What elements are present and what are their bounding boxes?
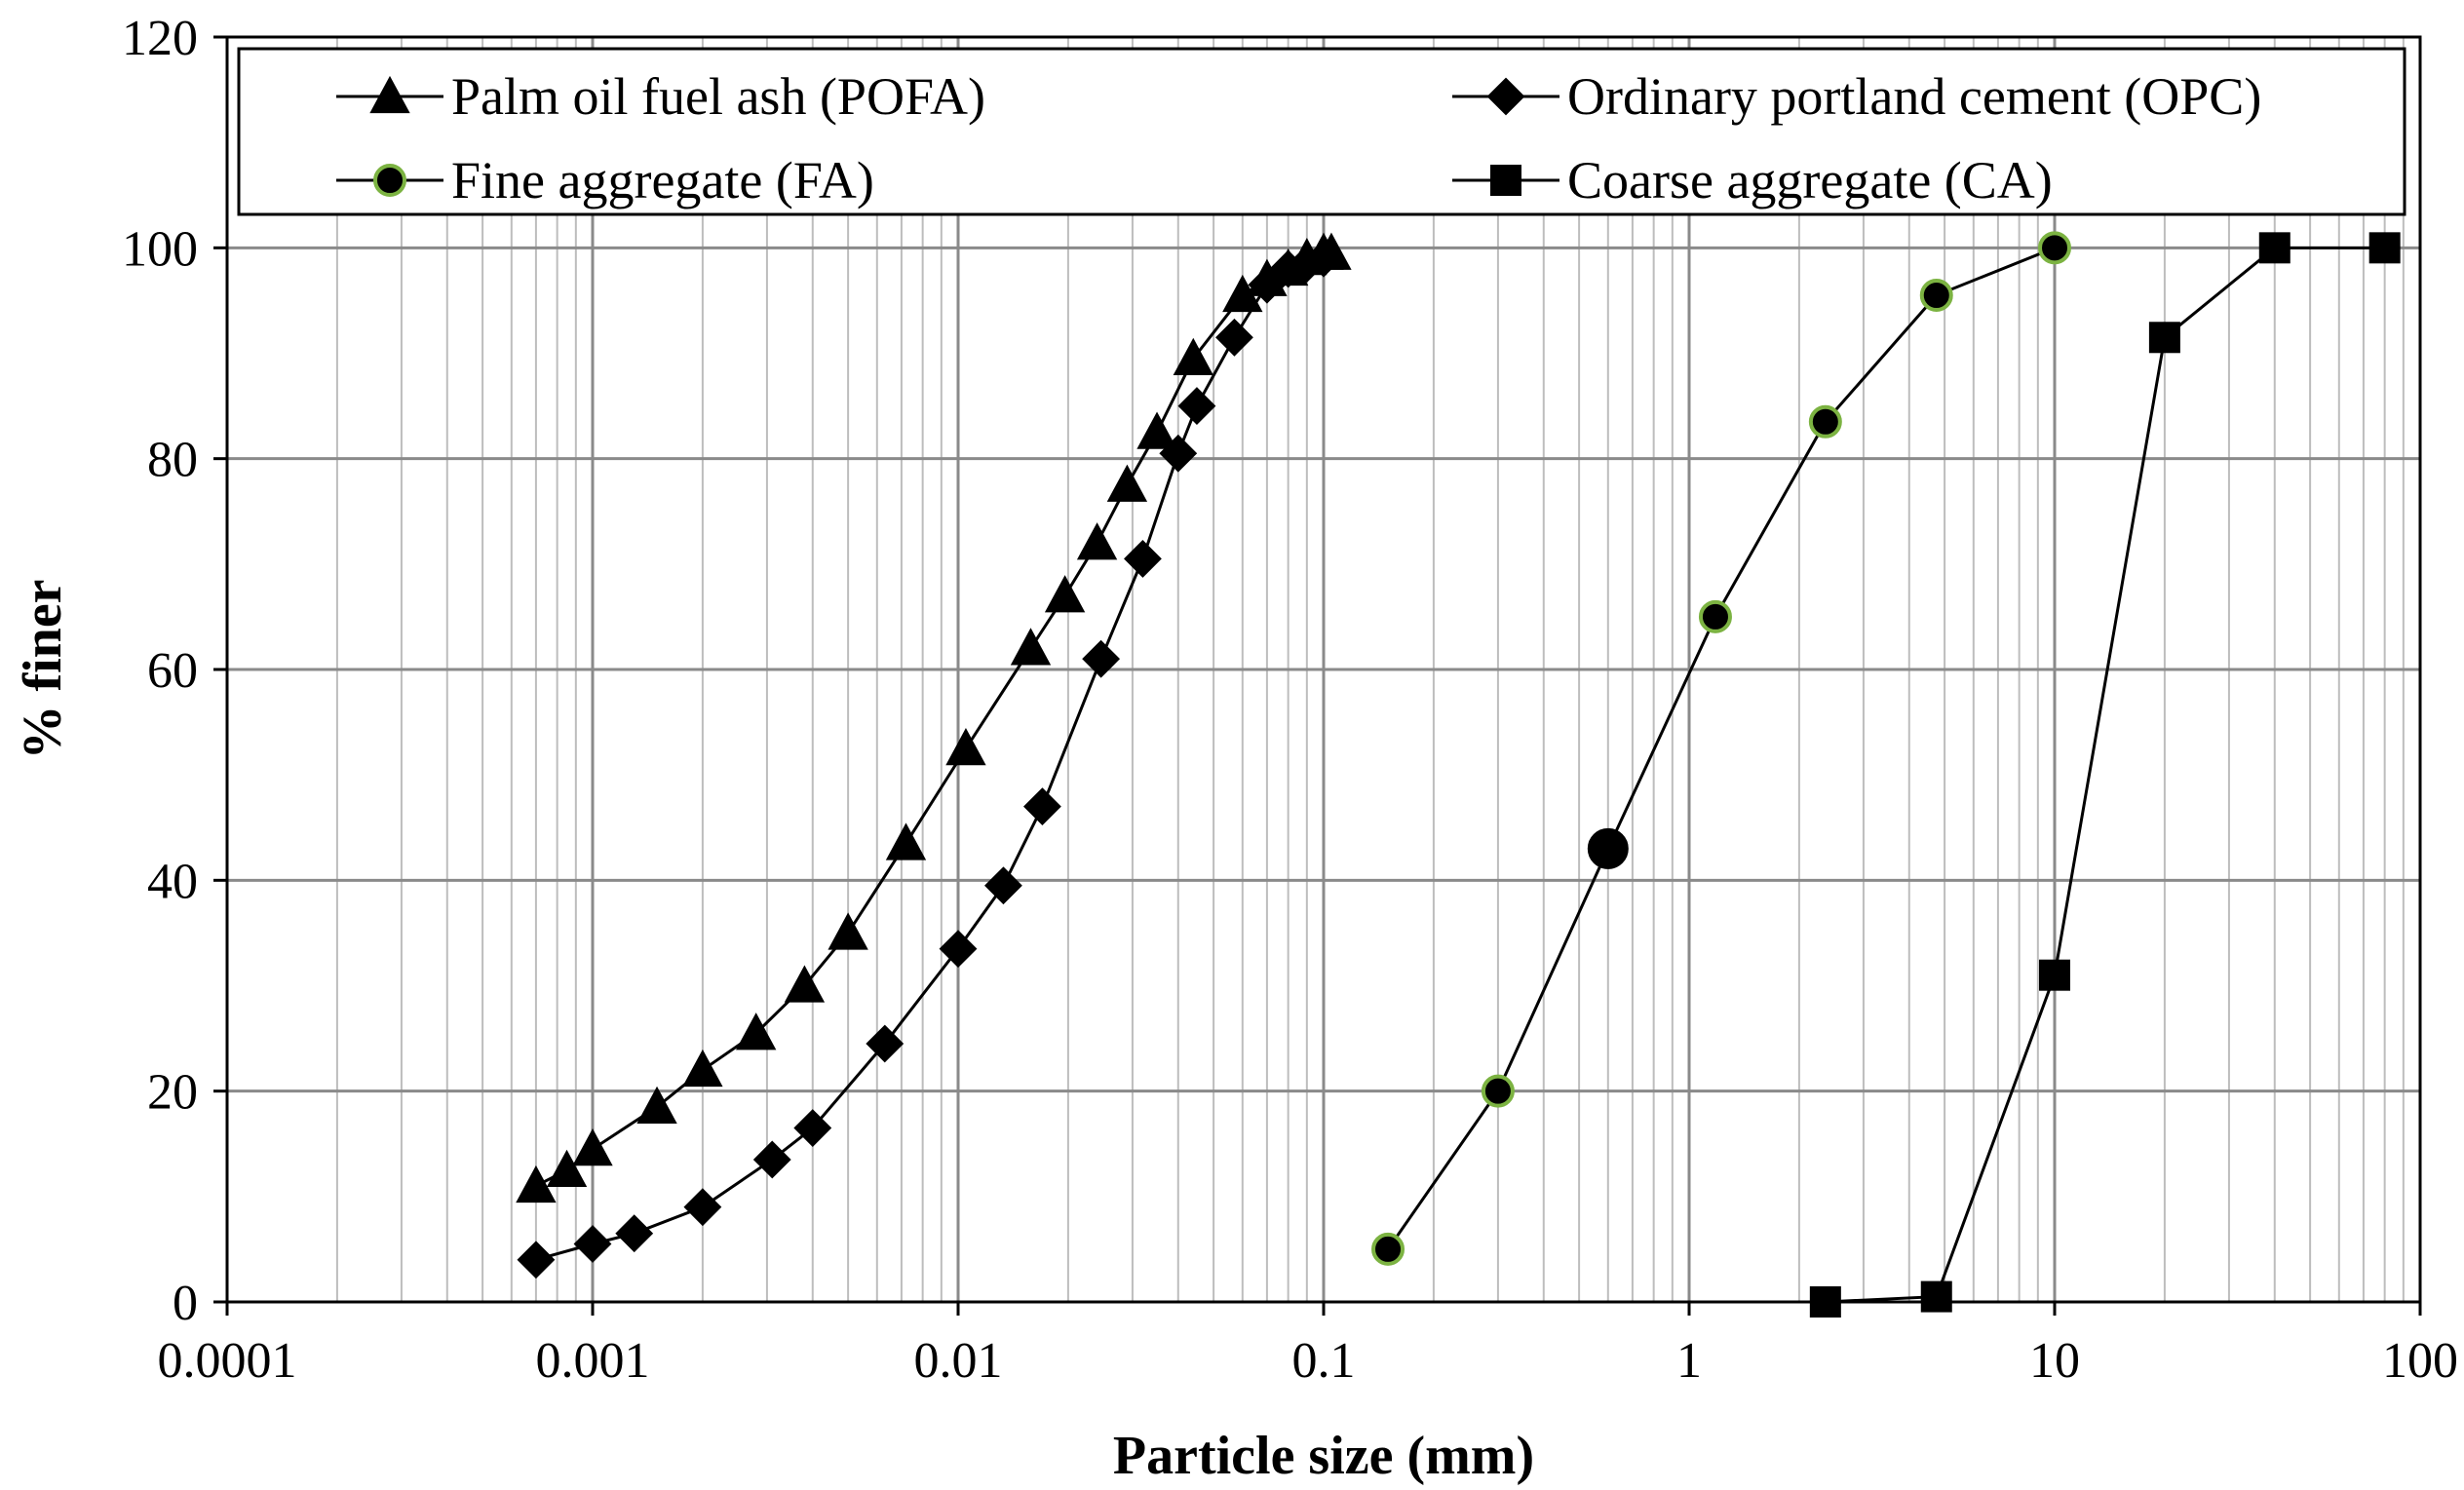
- legend-label: Palm oil fuel ash (POFA): [451, 67, 985, 126]
- data-point: [793, 1109, 832, 1147]
- y-tick-label: 100: [122, 221, 198, 277]
- data-point: [615, 1214, 654, 1253]
- data-point: [752, 1140, 791, 1179]
- legend-item-1: Ordinary portland cement (OPC): [1452, 67, 2261, 126]
- x-tick-label: 0.01: [914, 1333, 1003, 1389]
- y-tick-label: 20: [147, 1065, 198, 1121]
- data-point: [1177, 387, 1216, 425]
- series-line: [1825, 246, 2385, 1304]
- data-point: [1173, 337, 1213, 376]
- data-point: [1919, 279, 1953, 313]
- legend-marker: [1490, 165, 1521, 196]
- legend-marker: [373, 164, 406, 197]
- data-point: [1809, 1286, 1841, 1318]
- legend-item-2: Fine aggregate (FA): [336, 151, 874, 210]
- legend-box: [237, 47, 2406, 216]
- series-0: [516, 232, 1352, 1203]
- data-point: [1481, 1074, 1515, 1108]
- data-point: [1920, 1280, 1952, 1313]
- axes: 0.0001 0.001 0.01 0.1 1 10 100 0 20 40 60 80 100 120: [122, 11, 2458, 1389]
- legend-label: Fine aggregate (FA): [451, 151, 874, 210]
- data-point: [1215, 318, 1253, 357]
- data-point: [1159, 434, 1198, 473]
- series-group: [516, 231, 2401, 1318]
- data-point: [828, 912, 868, 950]
- data-point: [1010, 628, 1052, 666]
- x-tick-label: 0.1: [1292, 1333, 1356, 1389]
- data-point: [516, 1165, 557, 1203]
- data-point: [2368, 232, 2401, 264]
- x-tick-label: 10: [2029, 1333, 2080, 1389]
- data-point: [1304, 239, 1343, 278]
- data-point: [1076, 522, 1118, 560]
- data-point: [683, 1188, 722, 1227]
- data-point: [546, 1149, 588, 1187]
- data-point: [573, 1225, 612, 1263]
- data-point: [945, 728, 986, 766]
- y-tick-label: 0: [173, 1276, 198, 1331]
- data-point: [2258, 232, 2291, 264]
- data-point: [2039, 959, 2070, 991]
- legend-marker: [369, 75, 410, 114]
- y-tick-label: 80: [147, 433, 198, 488]
- series-3: [1809, 232, 2401, 1318]
- y-tick-label: 60: [147, 643, 198, 699]
- data-point: [1023, 787, 1061, 826]
- legend-label: Ordinary portland cement (OPC): [1567, 67, 2261, 126]
- series-line: [535, 251, 1331, 1188]
- data-point: [984, 866, 1022, 905]
- legend-item-0: Palm oil fuel ash (POFA): [336, 67, 985, 126]
- data-point: [784, 965, 826, 1003]
- data-point: [1044, 575, 1086, 613]
- series-1: [517, 239, 1343, 1280]
- data-point: [885, 822, 927, 860]
- x-tick-label: 100: [2382, 1333, 2458, 1389]
- data-point: [939, 930, 978, 969]
- data-point: [1371, 1232, 1405, 1266]
- x-tick-label: 1: [1676, 1333, 1702, 1389]
- data-point: [636, 1086, 677, 1125]
- y-tick-label: 40: [147, 854, 198, 909]
- data-point: [517, 1241, 556, 1280]
- data-point: [682, 1049, 723, 1088]
- data-point: [736, 1012, 777, 1051]
- data-point: [1136, 411, 1177, 449]
- data-point: [1587, 827, 1629, 869]
- legend-items: Palm oil fuel ash (POFA) Ordinary portlan…: [336, 67, 2261, 210]
- x-tick-label: 0.0001: [158, 1333, 297, 1389]
- data-point: [1082, 639, 1121, 678]
- legend: Palm oil fuel ash (POFA) Ordinary portlan…: [237, 47, 2406, 216]
- data-point: [1248, 265, 1287, 304]
- legend-item-3: Coarse aggregate (CA): [1452, 151, 2053, 210]
- x-tick-label: 0.001: [536, 1333, 650, 1389]
- series-2: [1371, 231, 2071, 1266]
- data-point: [1698, 599, 1732, 633]
- y-axis-title: % finer: [13, 579, 73, 759]
- data-point: [1124, 540, 1162, 578]
- data-point: [866, 1024, 905, 1063]
- data-point: [2148, 322, 2180, 354]
- legend-label: Coarse aggregate (CA): [1567, 151, 2053, 210]
- data-point: [572, 1128, 613, 1166]
- y-tick-label: 120: [122, 11, 198, 66]
- legend-marker: [1486, 77, 1525, 116]
- grid: [225, 37, 2420, 1302]
- data-point: [1808, 404, 1842, 439]
- data-point: [2038, 231, 2071, 265]
- x-axis-title: Particle size (mm): [1113, 1426, 1534, 1486]
- data-point: [1106, 464, 1148, 502]
